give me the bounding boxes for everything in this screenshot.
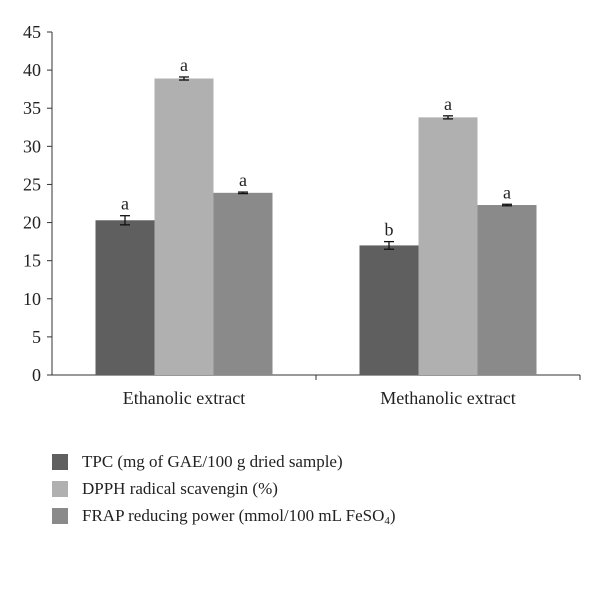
y-tick-label: 5 xyxy=(32,327,41,347)
bar-chart: 0 5 10 15 20 25 30 35 40 45 a a a Ethanolic extract b a… xyxy=(23,22,581,408)
bar xyxy=(213,192,273,375)
significance-letter: a xyxy=(444,94,452,114)
bar xyxy=(418,117,478,375)
y-tick-label: 15 xyxy=(23,251,41,271)
legend-label-tpc: TPC (mg of GAE/100 g dried sample) xyxy=(82,452,343,471)
y-tick-label: 10 xyxy=(23,289,41,309)
legend-label-frap: FRAP reducing power (mmol/100 mL FeSO4) xyxy=(82,506,396,527)
legend-item-tpc: TPC (mg of GAE/100 g dried sample) xyxy=(52,452,396,472)
significance-letter: a xyxy=(180,55,188,75)
y-tick-label: 35 xyxy=(23,98,41,118)
legend-label-frap-suffix: ) xyxy=(389,505,396,525)
x-category-label: Ethanolic extract xyxy=(123,388,245,408)
legend-swatch-tpc xyxy=(52,454,68,470)
legend-item-frap: FRAP reducing power (mmol/100 mL FeSO4) xyxy=(52,506,396,527)
y-tick-label: 30 xyxy=(23,136,41,156)
legend-label-frap-text: FRAP reducing power (mmol/100 mL FeSO xyxy=(82,505,385,525)
legend-item-dpph: DPPH radical scavengin (%) xyxy=(52,479,396,499)
legend-label-frap-subscript: 4 xyxy=(384,514,390,527)
y-tick-label: 40 xyxy=(23,60,41,80)
legend-swatch-frap xyxy=(52,508,68,524)
legend-swatch-dpph xyxy=(52,481,68,497)
x-category-label: Methanolic extract xyxy=(380,388,515,408)
y-tick-label: 45 xyxy=(23,22,41,42)
significance-letter: b xyxy=(385,220,394,240)
bar xyxy=(359,245,419,375)
significance-letter: a xyxy=(503,182,511,202)
chart-legend: TPC (mg of GAE/100 g dried sample) DPPH … xyxy=(52,452,396,533)
bar xyxy=(477,205,537,375)
legend-label-dpph: DPPH radical scavengin (%) xyxy=(82,479,278,498)
significance-letter: a xyxy=(121,194,129,214)
y-tick-label: 25 xyxy=(23,174,41,194)
y-tick-label: 20 xyxy=(23,213,41,233)
significance-letter: a xyxy=(239,170,247,190)
bar xyxy=(95,220,155,375)
bar xyxy=(154,78,214,376)
y-tick-label: 0 xyxy=(32,365,41,385)
